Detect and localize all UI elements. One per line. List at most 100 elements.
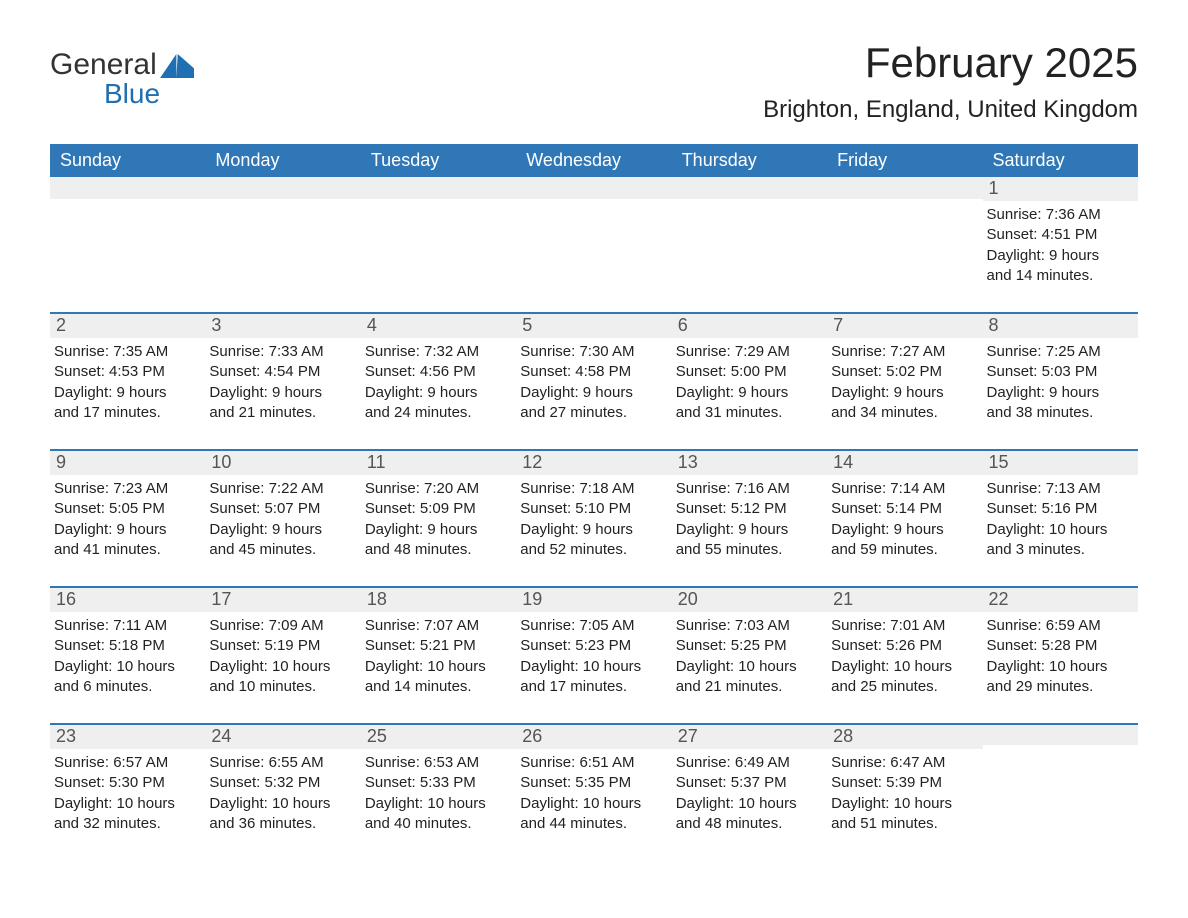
day-sunrise: Sunrise: 6:57 AM (54, 753, 201, 773)
calendar-day-cell: 25Sunrise: 6:53 AMSunset: 5:33 PMDayligh… (361, 723, 516, 860)
day-daylight1: Daylight: 9 hours (365, 520, 512, 540)
day-daylight2: and 3 minutes. (987, 540, 1134, 560)
day-number: 13 (672, 449, 827, 475)
day-sunrise: Sunrise: 7:03 AM (676, 616, 823, 636)
day-daylight2: and 21 minutes. (676, 677, 823, 697)
day-sunset: Sunset: 5:14 PM (831, 499, 978, 519)
day-details: Sunrise: 7:18 AMSunset: 5:10 PMDaylight:… (516, 475, 671, 586)
day-sunrise: Sunrise: 7:20 AM (365, 479, 512, 499)
day-details: Sunrise: 7:33 AMSunset: 4:54 PMDaylight:… (205, 338, 360, 449)
day-details: Sunrise: 7:05 AMSunset: 5:23 PMDaylight:… (516, 612, 671, 723)
day-sunrise: Sunrise: 6:51 AM (520, 753, 667, 773)
day-daylight1: Daylight: 9 hours (676, 520, 823, 540)
day-number: 2 (50, 312, 205, 338)
calendar-week-row: 1Sunrise: 7:36 AMSunset: 4:51 PMDaylight… (50, 177, 1138, 312)
day-sunrise: Sunrise: 6:59 AM (987, 616, 1134, 636)
calendar-day-cell: 8Sunrise: 7:25 AMSunset: 5:03 PMDaylight… (983, 312, 1138, 449)
day-details (983, 745, 1138, 841)
day-daylight2: and 44 minutes. (520, 814, 667, 834)
day-sunrise: Sunrise: 7:33 AM (209, 342, 356, 362)
calendar-day-cell: 15Sunrise: 7:13 AMSunset: 5:16 PMDayligh… (983, 449, 1138, 586)
day-sunset: Sunset: 4:51 PM (987, 225, 1134, 245)
day-daylight2: and 34 minutes. (831, 403, 978, 423)
day-details (827, 199, 982, 295)
day-number: 25 (361, 723, 516, 749)
calendar-day-cell: 27Sunrise: 6:49 AMSunset: 5:37 PMDayligh… (672, 723, 827, 860)
day-details: Sunrise: 7:14 AMSunset: 5:14 PMDaylight:… (827, 475, 982, 586)
day-sunset: Sunset: 5:39 PM (831, 773, 978, 793)
calendar-day-cell (516, 177, 671, 312)
day-daylight2: and 25 minutes. (831, 677, 978, 697)
day-daylight1: Daylight: 10 hours (365, 794, 512, 814)
day-number: 1 (983, 177, 1138, 201)
day-sunrise: Sunrise: 7:01 AM (831, 616, 978, 636)
logo-text-blue: Blue (50, 78, 160, 110)
day-details: Sunrise: 7:16 AMSunset: 5:12 PMDaylight:… (672, 475, 827, 586)
day-sunrise: Sunrise: 7:22 AM (209, 479, 356, 499)
day-sunrise: Sunrise: 7:07 AM (365, 616, 512, 636)
day-number (361, 177, 516, 199)
calendar-day-cell (983, 723, 1138, 860)
day-sunrise: Sunrise: 7:11 AM (54, 616, 201, 636)
day-daylight2: and 17 minutes. (520, 677, 667, 697)
day-details: Sunrise: 7:32 AMSunset: 4:56 PMDaylight:… (361, 338, 516, 449)
day-sunset: Sunset: 5:35 PM (520, 773, 667, 793)
day-header-tuesday: Tuesday (361, 144, 516, 177)
day-header-monday: Monday (205, 144, 360, 177)
calendar-day-cell: 22Sunrise: 6:59 AMSunset: 5:28 PMDayligh… (983, 586, 1138, 723)
day-details: Sunrise: 7:35 AMSunset: 4:53 PMDaylight:… (50, 338, 205, 449)
day-sunrise: Sunrise: 6:55 AM (209, 753, 356, 773)
calendar-week-row: 16Sunrise: 7:11 AMSunset: 5:18 PMDayligh… (50, 586, 1138, 723)
day-number: 26 (516, 723, 671, 749)
day-number: 22 (983, 586, 1138, 612)
day-sunset: Sunset: 5:30 PM (54, 773, 201, 793)
day-sunset: Sunset: 5:18 PM (54, 636, 201, 656)
calendar-week-row: 2Sunrise: 7:35 AMSunset: 4:53 PMDaylight… (50, 312, 1138, 449)
calendar-day-cell: 9Sunrise: 7:23 AMSunset: 5:05 PMDaylight… (50, 449, 205, 586)
day-sunset: Sunset: 5:09 PM (365, 499, 512, 519)
day-sunrise: Sunrise: 6:49 AM (676, 753, 823, 773)
day-number: 9 (50, 449, 205, 475)
day-sunset: Sunset: 5:05 PM (54, 499, 201, 519)
calendar-header-row: Sunday Monday Tuesday Wednesday Thursday… (50, 144, 1138, 177)
logo-text-block: General Blue (50, 50, 160, 110)
calendar-day-cell (361, 177, 516, 312)
calendar-day-cell: 20Sunrise: 7:03 AMSunset: 5:25 PMDayligh… (672, 586, 827, 723)
day-number: 23 (50, 723, 205, 749)
calendar-day-cell: 17Sunrise: 7:09 AMSunset: 5:19 PMDayligh… (205, 586, 360, 723)
day-number: 4 (361, 312, 516, 338)
day-details (50, 199, 205, 295)
day-sunset: Sunset: 5:10 PM (520, 499, 667, 519)
day-number: 11 (361, 449, 516, 475)
calendar-day-cell: 7Sunrise: 7:27 AMSunset: 5:02 PMDaylight… (827, 312, 982, 449)
day-details: Sunrise: 6:53 AMSunset: 5:33 PMDaylight:… (361, 749, 516, 860)
day-daylight1: Daylight: 9 hours (831, 383, 978, 403)
day-number: 21 (827, 586, 982, 612)
calendar-table: Sunday Monday Tuesday Wednesday Thursday… (50, 144, 1138, 860)
day-details (672, 199, 827, 295)
day-daylight1: Daylight: 10 hours (365, 657, 512, 677)
day-details: Sunrise: 7:22 AMSunset: 5:07 PMDaylight:… (205, 475, 360, 586)
day-number (205, 177, 360, 199)
day-daylight2: and 41 minutes. (54, 540, 201, 560)
day-sunrise: Sunrise: 6:47 AM (831, 753, 978, 773)
day-sunset: Sunset: 5:37 PM (676, 773, 823, 793)
day-details: Sunrise: 6:51 AMSunset: 5:35 PMDaylight:… (516, 749, 671, 860)
day-sunset: Sunset: 4:53 PM (54, 362, 201, 382)
day-details: Sunrise: 7:20 AMSunset: 5:09 PMDaylight:… (361, 475, 516, 586)
day-daylight2: and 59 minutes. (831, 540, 978, 560)
logo-text-general: General (50, 48, 157, 81)
day-number: 15 (983, 449, 1138, 475)
day-sunrise: Sunrise: 7:32 AM (365, 342, 512, 362)
calendar-day-cell: 19Sunrise: 7:05 AMSunset: 5:23 PMDayligh… (516, 586, 671, 723)
day-details: Sunrise: 7:23 AMSunset: 5:05 PMDaylight:… (50, 475, 205, 586)
month-title: February 2025 (763, 40, 1138, 86)
day-daylight2: and 14 minutes. (987, 266, 1134, 286)
calendar-day-cell: 6Sunrise: 7:29 AMSunset: 5:00 PMDaylight… (672, 312, 827, 449)
day-header-sunday: Sunday (50, 144, 205, 177)
day-number: 8 (983, 312, 1138, 338)
day-details: Sunrise: 7:30 AMSunset: 4:58 PMDaylight:… (516, 338, 671, 449)
day-details: Sunrise: 6:49 AMSunset: 5:37 PMDaylight:… (672, 749, 827, 860)
day-daylight1: Daylight: 9 hours (987, 246, 1134, 266)
day-number (827, 177, 982, 199)
